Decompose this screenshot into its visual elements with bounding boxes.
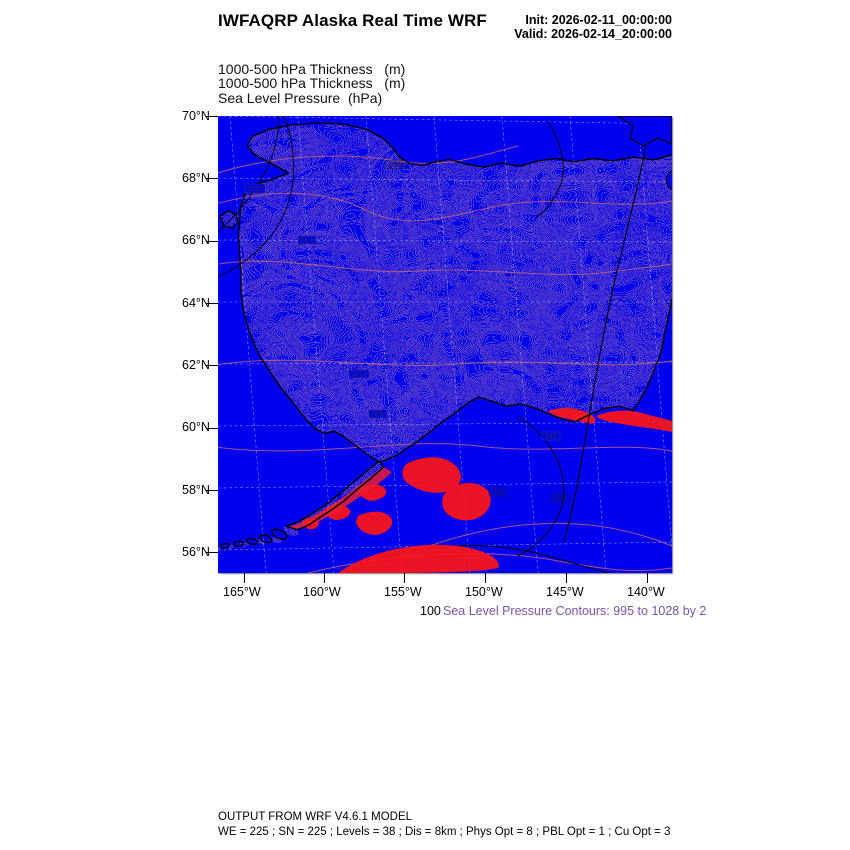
svg-text:1015: 1015	[247, 184, 263, 193]
svg-text:534: 534	[492, 488, 504, 497]
svg-text:1010: 1010	[351, 370, 367, 379]
svg-text:1020: 1020	[388, 160, 404, 169]
svg-text:510: 510	[301, 236, 313, 245]
svg-text:545: 545	[545, 432, 557, 441]
svg-text:534: 534	[372, 410, 384, 419]
svg-text:534: 534	[554, 494, 566, 503]
